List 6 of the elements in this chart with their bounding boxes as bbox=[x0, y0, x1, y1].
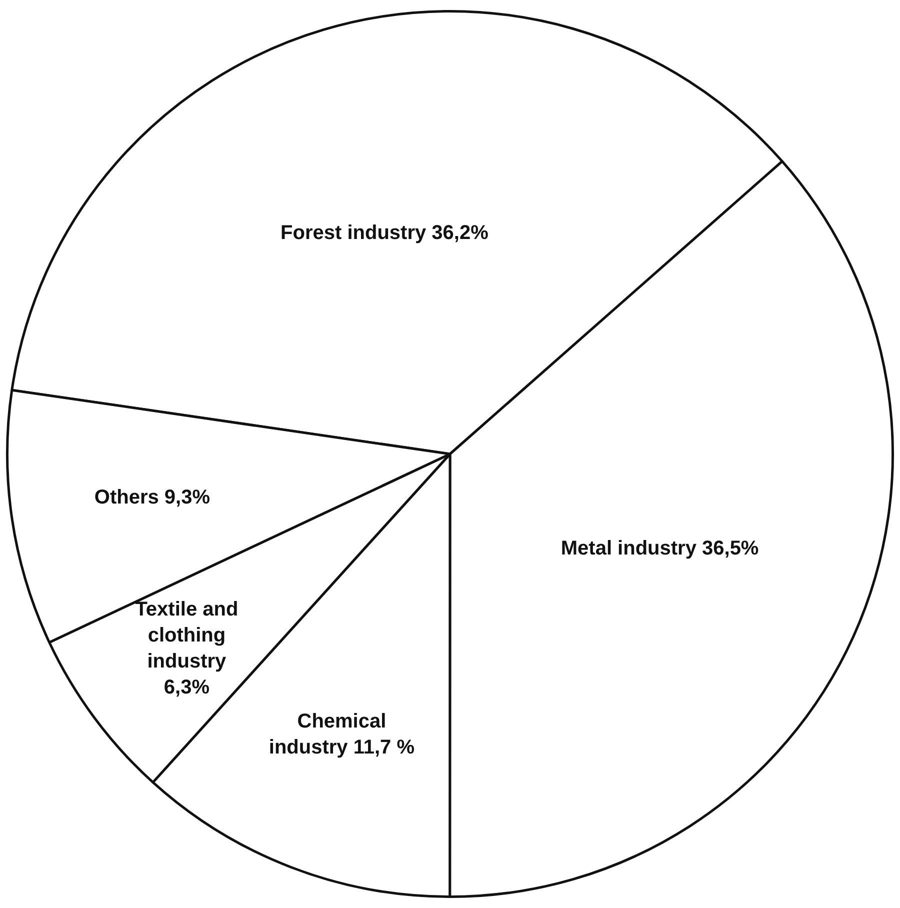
data-label: 6,3% bbox=[164, 676, 210, 698]
slice-label: Forest industry 36,2% bbox=[280, 222, 489, 244]
slice-label: Metal industry 36,5% bbox=[560, 537, 759, 560]
slice-label: Textile and clothing industry bbox=[135, 598, 238, 672]
slice-label: Others 9,3% bbox=[94, 486, 210, 509]
slice-label: Chemical industry 11,7 % bbox=[268, 710, 415, 758]
